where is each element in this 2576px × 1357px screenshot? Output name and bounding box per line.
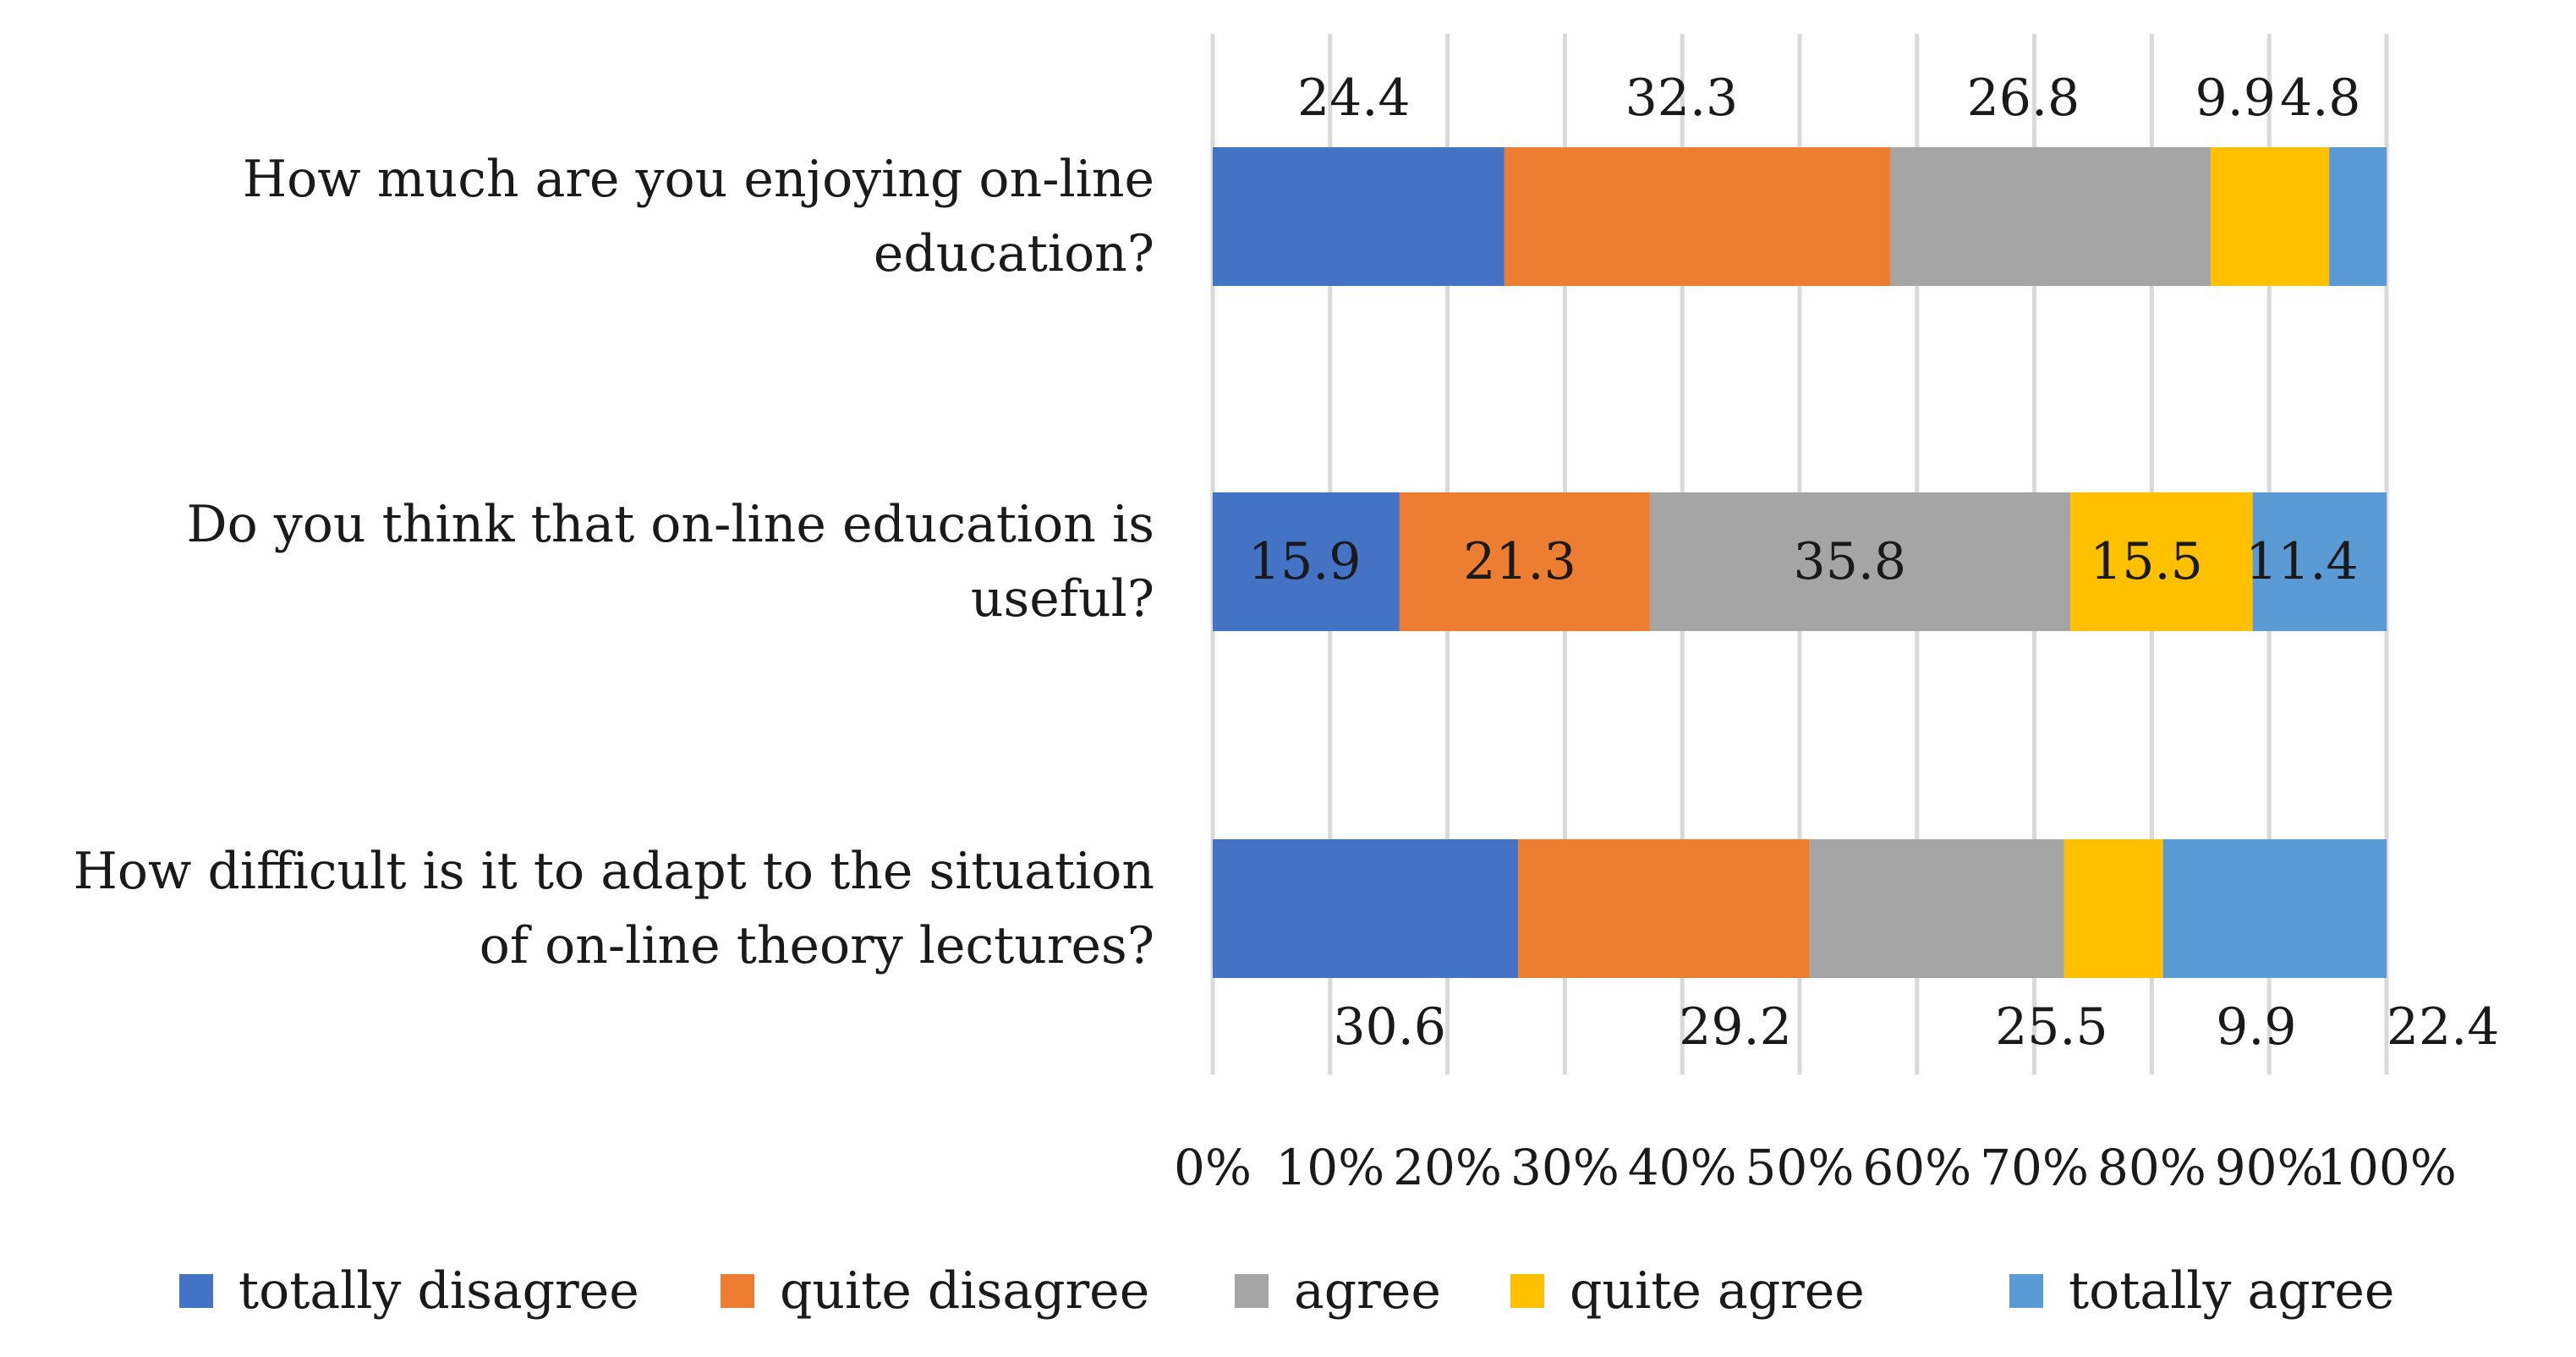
x-tick-label: 10% — [1275, 1139, 1384, 1196]
data-label: 4.8 — [2280, 69, 2360, 128]
legend-label: totally agree — [2069, 1261, 2394, 1321]
category-label: useful? — [971, 569, 1154, 629]
bar-segment — [1213, 839, 1519, 978]
data-label: 35.8 — [1794, 532, 1907, 591]
bar-segment — [1213, 147, 1504, 286]
data-label: 9.9 — [2216, 997, 2296, 1057]
bar-segment — [2211, 147, 2330, 286]
x-tick-label: 80% — [2097, 1139, 2206, 1196]
bar-segment — [1649, 492, 2071, 631]
legend-label: quite disagree — [780, 1261, 1149, 1321]
data-label: 29.2 — [1679, 997, 1792, 1057]
legend: totally disagree quite disagree agree quite… — [179, 1261, 2394, 1321]
category-label: of on-line theory lectures? — [480, 916, 1154, 975]
data-label: 15.9 — [1248, 532, 1362, 591]
data-label: 30.6 — [1333, 997, 1446, 1057]
bar-segment — [1213, 492, 1400, 631]
data-label: 26.8 — [1967, 69, 2080, 128]
legend-swatch — [1235, 1274, 1269, 1308]
x-axis-ticks: 0% 10% 20% 30% 40% 50% 60% 70% 80% 90%100% — [1174, 1139, 2457, 1196]
x-tick-label: 90% — [2215, 1139, 2324, 1196]
legend-swatch — [179, 1274, 213, 1308]
legend-label: totally disagree — [238, 1261, 639, 1321]
bar-segment — [1809, 839, 2064, 978]
bar-segment — [2252, 492, 2387, 631]
data-label: 32.3 — [1625, 69, 1739, 128]
category-labels: How much are you enjoying on-line educati… — [74, 150, 1154, 975]
x-tick-label: 50% — [1746, 1139, 1855, 1196]
category-label: Do you think that on-line education is — [187, 495, 1154, 554]
bar-segment — [2162, 839, 2387, 978]
x-tick-label: 40% — [1628, 1139, 1737, 1196]
bar-segment — [1399, 492, 1650, 631]
legend-swatch — [2009, 1274, 2043, 1308]
legend-label: quite agree — [1570, 1261, 1865, 1321]
bar-segment — [2070, 492, 2253, 631]
legend-swatch — [721, 1274, 754, 1308]
data-label: 22.4 — [2387, 997, 2500, 1057]
data-label: 21.3 — [1463, 532, 1576, 591]
bar-segment — [1518, 839, 1810, 978]
x-tick-label: 0% — [1174, 1139, 1252, 1196]
data-label: 9.9 — [2195, 69, 2276, 128]
bars — [1213, 147, 2387, 978]
data-labels: 24.4 32.3 26.8 9.9 4.815.9 21.3 35.8 15.5 11.430… — [1248, 69, 2500, 1057]
legend-swatch — [1510, 1274, 1544, 1308]
category-label: How much are you enjoying on-line — [243, 150, 1154, 209]
bar-segment — [2329, 147, 2387, 286]
data-label: 15.5 — [2090, 532, 2203, 591]
legend-label: agree — [1294, 1261, 1441, 1321]
bar-segment — [1890, 147, 2212, 286]
data-label: 24.4 — [1297, 69, 1411, 128]
category-label: How difficult is it to adapt to the situ… — [74, 842, 1154, 901]
x-tick-label: 100% — [2316, 1139, 2457, 1196]
data-label: 11.4 — [2245, 532, 2359, 591]
x-tick-label: 70% — [1980, 1139, 2089, 1196]
category-label: education? — [874, 224, 1154, 283]
bar-segment — [1504, 147, 1891, 286]
x-tick-label: 20% — [1393, 1139, 1502, 1196]
x-tick-label: 60% — [1862, 1139, 1971, 1196]
bar-segment — [2064, 839, 2163, 978]
x-tick-label: 30% — [1510, 1139, 1620, 1196]
data-label: 25.5 — [1995, 997, 2108, 1057]
